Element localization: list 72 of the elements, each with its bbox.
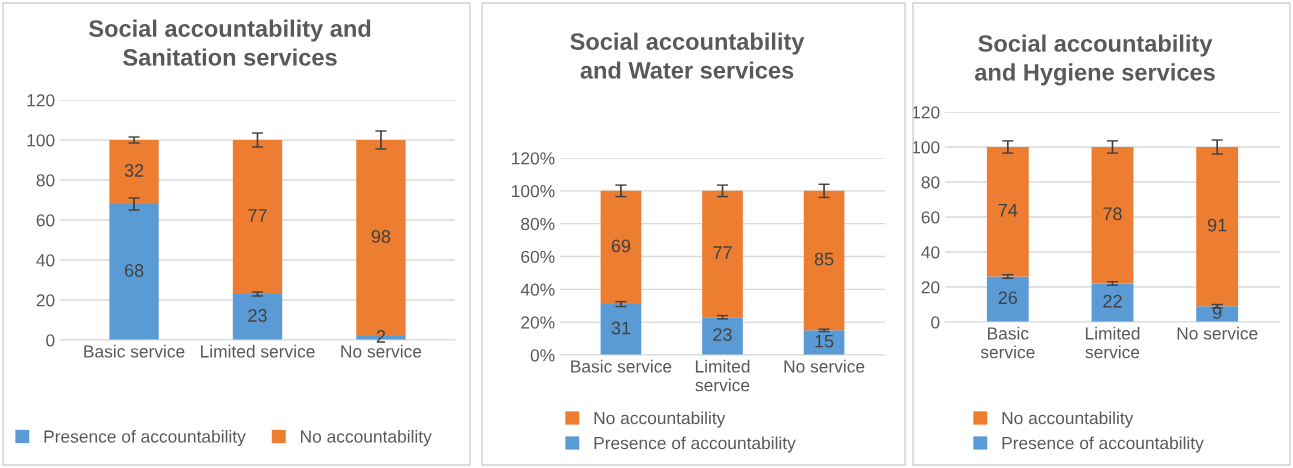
data-label: 74 bbox=[998, 204, 1018, 217]
legend-label: No accountability bbox=[1002, 411, 1134, 428]
y-tick-label: 60 bbox=[36, 214, 55, 227]
y-tick-label: 20 bbox=[36, 294, 55, 307]
data-label: 77 bbox=[713, 246, 732, 259]
bar bbox=[109, 140, 159, 204]
data-label: 15 bbox=[815, 334, 834, 348]
y-tick-label: 120 bbox=[912, 106, 940, 119]
bar bbox=[702, 317, 743, 355]
bar bbox=[986, 276, 1029, 322]
y-tick-label: 60 bbox=[921, 211, 940, 224]
data-label: 91 bbox=[1207, 218, 1227, 232]
legend-label: Presence of accountability bbox=[44, 429, 246, 447]
legend-label: Presence of accountability bbox=[594, 436, 796, 453]
bar bbox=[986, 147, 1029, 277]
x-tick-label: No service bbox=[341, 344, 422, 358]
x-tick-label: Limited service bbox=[695, 359, 750, 392]
bar bbox=[1091, 283, 1134, 322]
bar bbox=[600, 190, 642, 305]
y-tick-label: 100 bbox=[912, 141, 940, 154]
x-tick-label: Basic service bbox=[980, 326, 1035, 359]
y-tick-label: 40 bbox=[36, 254, 55, 267]
legend-label: No accountability bbox=[594, 411, 726, 428]
bar bbox=[1196, 147, 1239, 307]
x-tick-label: Limited service bbox=[1085, 326, 1140, 359]
x-tick-label: No service bbox=[784, 359, 865, 373]
x-tick-label: Basic service bbox=[84, 344, 185, 358]
data-label: 31 bbox=[611, 321, 631, 335]
legend-label: No accountability bbox=[301, 429, 432, 447]
y-tick-label: 20 bbox=[921, 281, 940, 294]
data-label: 78 bbox=[1103, 207, 1122, 221]
x-tick-label: No service bbox=[1177, 326, 1258, 340]
bar bbox=[109, 204, 159, 340]
y-tick-label: 120 bbox=[27, 94, 55, 107]
bar bbox=[600, 304, 642, 355]
bar bbox=[1091, 147, 1134, 284]
chart-title: Social accountability and Hygiene services bbox=[975, 34, 1215, 86]
data-label: 23 bbox=[713, 328, 732, 341]
bar bbox=[803, 190, 845, 331]
chart-title: Social accountability and Water services bbox=[570, 32, 805, 79]
chart-title: Social accountability and Sanitation services bbox=[89, 19, 371, 66]
bar bbox=[232, 140, 283, 294]
data-label: 9 bbox=[1213, 306, 1222, 319]
y-tick-label: 120% bbox=[512, 152, 555, 165]
y-tick-label: 60% bbox=[521, 250, 555, 263]
y-tick-label: 100 bbox=[27, 134, 55, 147]
bar bbox=[232, 294, 283, 340]
data-label: 68 bbox=[124, 264, 144, 277]
y-tick-label: 80 bbox=[36, 174, 55, 187]
bar bbox=[702, 190, 743, 318]
y-tick-label: 0 bbox=[931, 316, 940, 329]
data-label: 98 bbox=[371, 230, 391, 243]
data-label: 23 bbox=[248, 309, 267, 322]
y-tick-label: 0 bbox=[46, 334, 55, 347]
y-tick-label: 100% bbox=[512, 185, 555, 198]
data-label: 69 bbox=[611, 239, 631, 253]
data-label: 26 bbox=[998, 291, 1018, 305]
legend-label: Presence of accountability bbox=[1002, 436, 1204, 453]
data-label: 32 bbox=[124, 164, 144, 177]
x-tick-label: Limited service bbox=[201, 344, 315, 358]
bar bbox=[803, 330, 845, 355]
bar bbox=[1196, 306, 1239, 322]
y-tick-label: 40 bbox=[921, 246, 940, 259]
data-label: 85 bbox=[814, 252, 834, 266]
data-label: 77 bbox=[248, 209, 267, 222]
x-tick-label: Basic service bbox=[571, 359, 672, 373]
data-label: 22 bbox=[1103, 294, 1122, 308]
y-tick-label: 80% bbox=[521, 217, 555, 231]
y-tick-label: 0% bbox=[530, 349, 555, 362]
y-tick-label: 20% bbox=[521, 316, 555, 329]
y-tick-label: 40% bbox=[520, 283, 555, 296]
y-tick-label: 80 bbox=[921, 176, 940, 189]
